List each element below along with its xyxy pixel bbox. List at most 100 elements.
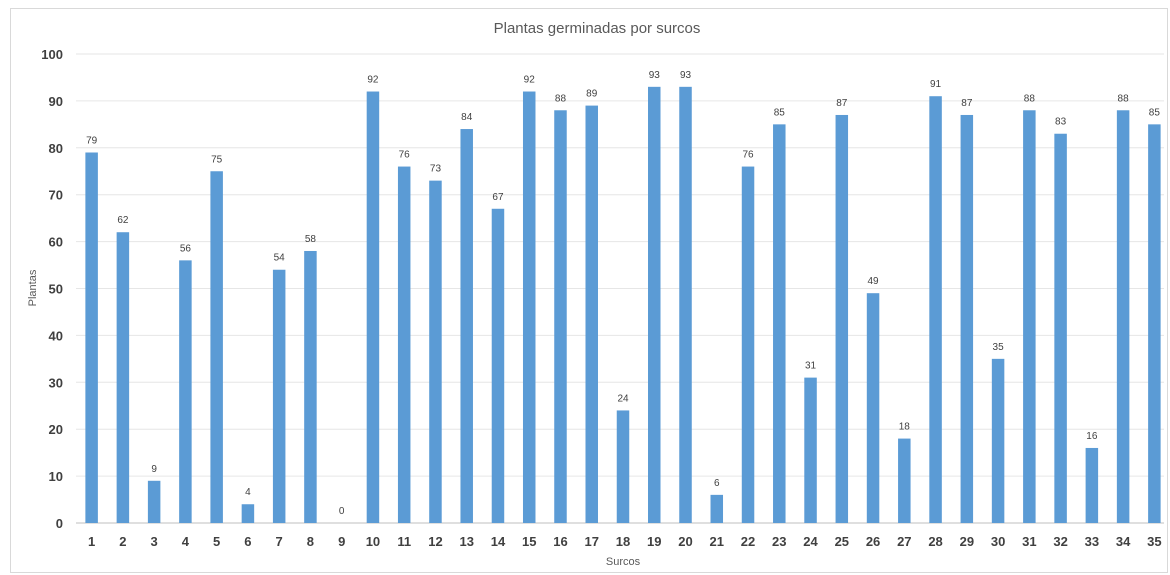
bar — [835, 114, 849, 523]
bar — [648, 86, 661, 523]
x-tick-label: 22 — [741, 534, 755, 549]
data-label: 87 — [961, 98, 973, 109]
x-tick-label: 20 — [678, 534, 692, 549]
bar — [898, 438, 911, 523]
bar — [241, 504, 255, 523]
y-tick-label: 50 — [49, 282, 63, 297]
bar — [1023, 110, 1036, 523]
data-label: 54 — [274, 253, 286, 264]
data-label: 35 — [993, 342, 1005, 353]
bar — [85, 152, 98, 524]
bar — [1116, 110, 1130, 523]
bar — [1054, 133, 1067, 524]
x-tick-label: 28 — [928, 534, 942, 549]
x-tick-label: 13 — [459, 534, 473, 549]
y-tick-label: 20 — [49, 422, 63, 437]
bar — [741, 166, 755, 523]
x-tick-label: 25 — [835, 534, 849, 549]
bar — [616, 410, 630, 523]
x-tick-label: 5 — [213, 534, 220, 549]
data-label: 67 — [492, 192, 504, 203]
data-label: 92 — [524, 75, 536, 86]
x-tick-label: 18 — [616, 534, 630, 549]
x-tick-label: 3 — [151, 534, 158, 549]
y-tick-label: 0 — [56, 516, 63, 531]
bar — [179, 260, 192, 523]
data-label: 49 — [867, 276, 879, 287]
x-tick-label: 27 — [897, 534, 911, 549]
data-label: 85 — [774, 107, 786, 118]
data-label: 16 — [1086, 431, 1098, 442]
x-axis-ticks: 1 2 3 4 5 6 7 8 9 10 11 12 13 14 15 16 17 18 19 20 21 22 23 24 2… — [88, 534, 1162, 549]
x-tick-label: 6 — [244, 534, 251, 549]
x-tick-label: 7 — [276, 534, 283, 549]
data-label: 89 — [586, 89, 598, 100]
data-label: 91 — [930, 79, 942, 90]
data-label: 76 — [742, 150, 754, 161]
bar — [960, 114, 974, 523]
y-tick-label: 80 — [49, 141, 63, 156]
data-label: 31 — [805, 361, 817, 372]
x-tick-label: 35 — [1147, 534, 1161, 549]
bar — [272, 269, 286, 523]
data-label: 76 — [399, 150, 411, 161]
data-label: 93 — [680, 70, 692, 81]
bar — [554, 110, 567, 523]
data-label: 58 — [305, 234, 317, 245]
x-tick-label: 9 — [338, 534, 345, 549]
bar — [210, 171, 223, 523]
data-label: 73 — [430, 164, 442, 175]
bar — [710, 494, 724, 523]
bar — [773, 124, 786, 523]
bar — [866, 293, 880, 523]
x-axis-title: Surcos — [606, 556, 641, 568]
x-tick-label: 14 — [491, 534, 506, 549]
x-tick-label: 16 — [553, 534, 567, 549]
data-label: 9 — [151, 464, 157, 475]
data-label: 93 — [649, 70, 661, 81]
data-label: 88 — [1024, 93, 1036, 104]
data-label: 87 — [836, 98, 848, 109]
y-tick-label: 30 — [49, 375, 63, 390]
x-tick-label: 1 — [88, 534, 95, 549]
y-tick-label: 60 — [49, 235, 63, 250]
x-tick-label: 33 — [1085, 534, 1099, 549]
gridlines — [76, 53, 1164, 524]
bar — [116, 232, 130, 523]
bar — [304, 250, 317, 524]
bar — [491, 208, 505, 523]
x-tick-label: 29 — [960, 534, 974, 549]
data-label: 75 — [211, 154, 223, 165]
bars — [85, 86, 1161, 524]
data-label: 92 — [367, 75, 379, 86]
x-tick-label: 2 — [119, 534, 126, 549]
x-tick-label: 23 — [772, 534, 786, 549]
data-label: 6 — [714, 478, 720, 489]
data-label: 0 — [339, 506, 345, 517]
x-tick-label: 32 — [1053, 534, 1067, 549]
data-label: 56 — [180, 243, 192, 254]
x-tick-label: 21 — [710, 534, 724, 549]
x-tick-label: 15 — [522, 534, 536, 549]
x-tick-label: 31 — [1022, 534, 1036, 549]
bar — [804, 377, 817, 523]
x-tick-label: 26 — [866, 534, 880, 549]
chart-title: Plantas germinadas por surcos — [494, 20, 701, 37]
bar — [460, 129, 473, 524]
y-tick-label: 90 — [49, 94, 63, 109]
data-label: 79 — [86, 135, 98, 146]
x-tick-label: 12 — [428, 534, 442, 549]
data-label: 88 — [1118, 93, 1130, 104]
bar — [522, 91, 536, 524]
x-tick-label: 4 — [182, 534, 190, 549]
bar — [429, 180, 442, 523]
data-labels: 79 62 9 56 75 4 54 58 0 92 76 73 84 67 92 88 89 24 93 93 6 76… — [86, 70, 1160, 517]
data-label: 62 — [117, 215, 129, 226]
y-tick-label: 40 — [49, 328, 63, 343]
bar — [585, 105, 598, 523]
x-tick-label: 8 — [307, 534, 314, 549]
y-tick-label: 70 — [49, 188, 63, 203]
data-label: 4 — [245, 487, 251, 498]
data-label: 24 — [617, 393, 629, 404]
data-label: 88 — [555, 93, 567, 104]
